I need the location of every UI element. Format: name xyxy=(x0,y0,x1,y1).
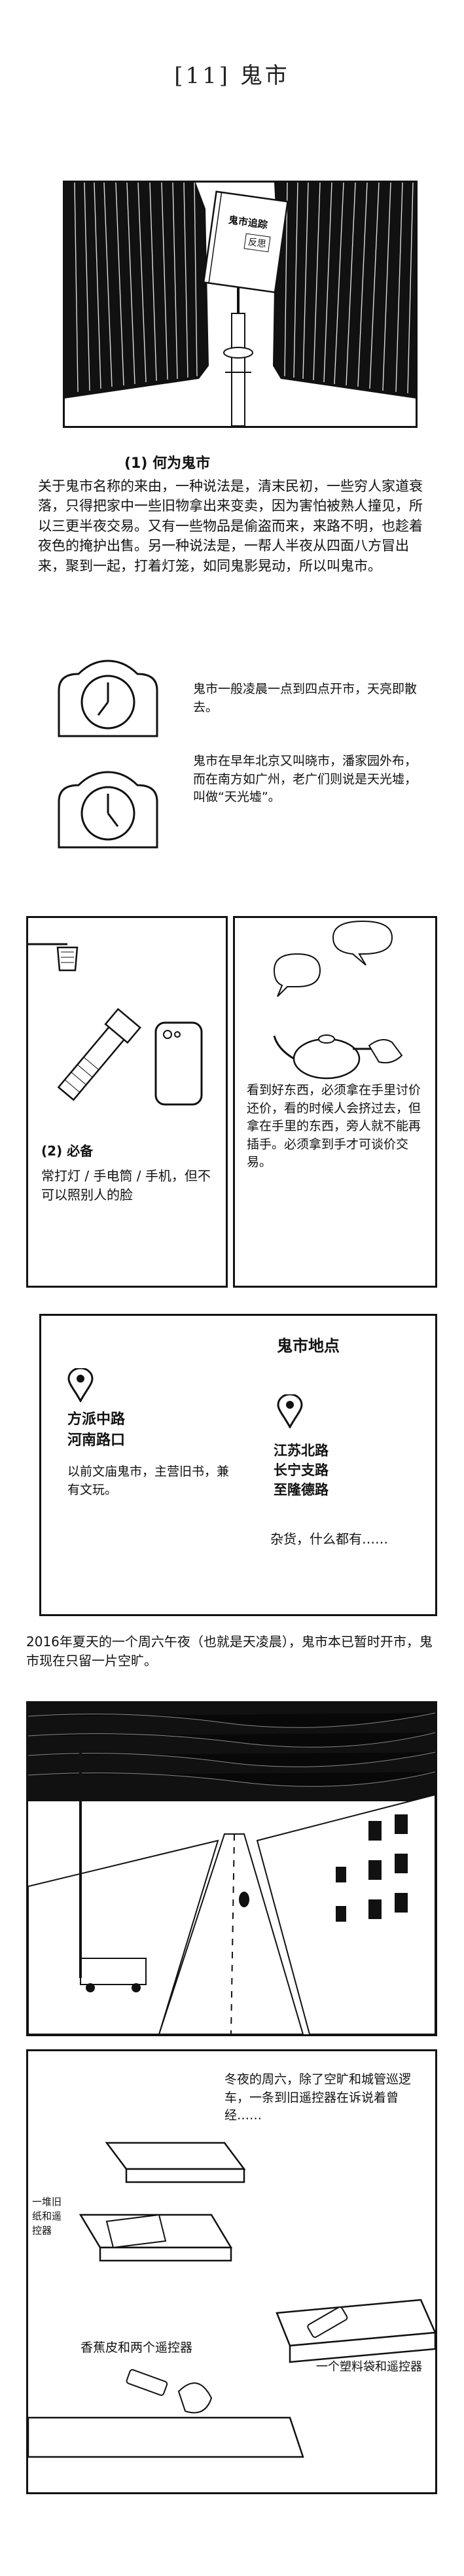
section1-heading: (1) 何为鬼市 xyxy=(124,455,211,472)
loc1-line1: 方派中路 xyxy=(67,1411,126,1428)
section2-caption: 常打灯 / 手电筒 / 手机，但不可以照别人的脸 xyxy=(41,1168,211,1203)
dark-curtain-illustration xyxy=(65,183,416,426)
loc2-line2: 长宁支路 xyxy=(274,1462,329,1478)
loc2-note: 杂货，什么都有…… xyxy=(270,1531,388,1547)
street-illustration xyxy=(28,1703,435,2034)
map-heading: 鬼市地点 xyxy=(277,1337,340,1355)
speech-bubble-icon xyxy=(273,920,393,997)
last-bottom-left: 香蕉皮和两个遥控器 xyxy=(80,2340,193,2355)
teapot-illustration xyxy=(273,920,403,1080)
paper-icon xyxy=(105,2214,167,2249)
panel-stairs: 冬夜的周六，除了空旷和城管巡逻车，一条到旧遥控器在诉说着曾经…… 一堆旧纸和遥控… xyxy=(26,2049,437,2494)
flashlight-icon xyxy=(57,1008,141,1101)
clock-icon-1 xyxy=(58,660,158,737)
loc2-line1: 江苏北路 xyxy=(274,1443,329,1458)
section1-paragraph: 关于鬼市名称的来由，一种说法是，清末民初，一些穷人家道衰落，只得把家中一些旧物拿… xyxy=(38,478,423,574)
remote-icon-2 xyxy=(126,2369,168,2396)
phone-icon xyxy=(154,1021,203,1106)
book-subtitle: 反思 xyxy=(243,233,271,253)
last-bottom-right: 一个塑料袋和遥控器 xyxy=(316,2360,422,2374)
section2-heading: (2) 必备 xyxy=(41,1143,94,1159)
panel-teapot: 看到好东西，必须拿在手里讨价还价，看的时候人会挤过去，但拿在手里的东西，旁人就不… xyxy=(233,916,437,1288)
flashlight-phone-illustration xyxy=(28,943,203,1106)
intro-2016: 2016年夏天的一个周六午夜（也就是天凌晨），鬼市本已暂时开市，鬼市现在只留一片… xyxy=(26,1634,433,1668)
panel-street xyxy=(26,1701,437,2036)
loc2-line3: 至隆德路 xyxy=(274,1482,329,1498)
remote-icon-1 xyxy=(307,2306,348,2338)
loc1-note: 以前文庙鬼市，主营旧书，兼有文玩。 xyxy=(67,1464,230,1497)
location-pin-icon-2 xyxy=(277,1394,303,1428)
clock-icon-2 xyxy=(58,771,158,849)
clocks-note-1: 鬼市一般凌晨一点到四点开市，天亮即散去。 xyxy=(193,682,418,715)
page-title: [11] 鬼市 xyxy=(174,63,290,89)
loc1-line2: 河南路口 xyxy=(67,1432,126,1449)
teapot-icon xyxy=(273,1034,403,1080)
panel-book-lamp: 鬼市追踪 反思 xyxy=(63,181,418,428)
panel-map: 鬼市地点 方派中路 河南路口 以前文庙鬼市，主营旧书，兼有文玩。 江苏北路 长宁… xyxy=(39,1314,437,1616)
clock-illustrations xyxy=(58,660,158,849)
clocks-note-2: 鬼市在早年北京又叫晓市，潘家园外布，而在南方如广州，老广们则说是天光墟，叫做“天… xyxy=(193,754,418,805)
section2-right-caption: 看到好东西，必须拿在手里讨价还价，看的时候人会挤过去，但拿在手里的东西，旁人就不… xyxy=(247,1083,421,1170)
location-pin-icon-1 xyxy=(67,1368,94,1402)
banana-peel-icon xyxy=(177,2382,213,2414)
lamp-icon xyxy=(56,946,79,972)
last-top-right: 冬夜的周六，除了空旷和城管巡逻车，一条到旧遥控器在诉说着曾经…… xyxy=(224,2072,412,2123)
panel-tools: (2) 必备 常打灯 / 手电筒 / 手机，但不可以照别人的脸 xyxy=(26,916,228,1288)
stairs-illustration xyxy=(28,2142,435,2458)
last-left-side: 一堆旧纸和遥控器 xyxy=(32,2196,62,2236)
